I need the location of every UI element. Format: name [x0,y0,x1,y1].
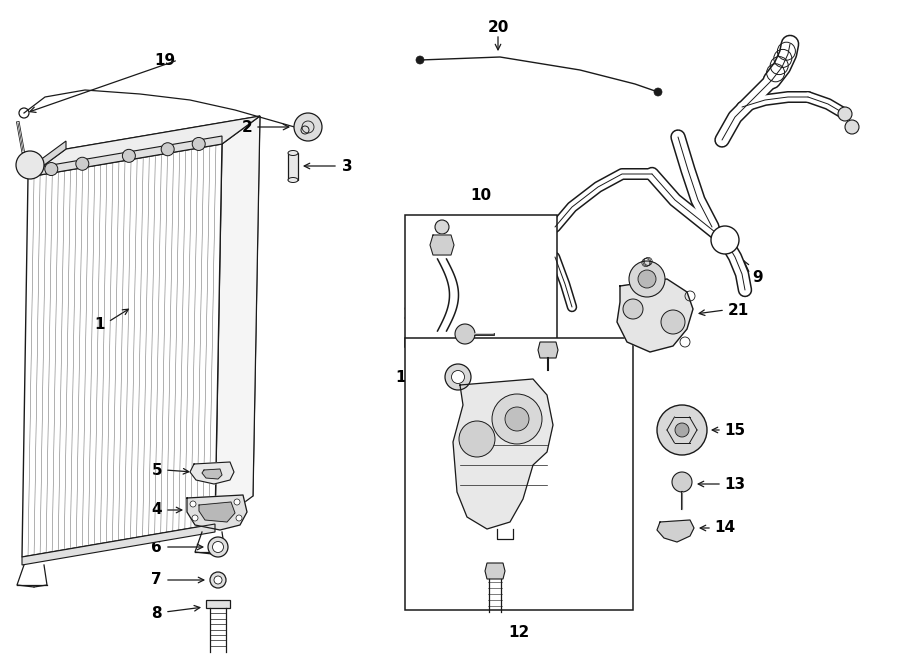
Circle shape [455,324,475,344]
Polygon shape [206,600,230,608]
Circle shape [638,270,656,288]
Circle shape [838,107,852,121]
Text: 17: 17 [395,369,416,385]
Polygon shape [215,116,260,524]
Circle shape [711,226,739,254]
Circle shape [193,138,205,150]
Ellipse shape [288,177,298,183]
Circle shape [445,364,471,390]
Polygon shape [657,520,694,542]
Circle shape [208,537,228,557]
Circle shape [16,151,44,179]
Text: 4: 4 [151,502,162,518]
Text: 19: 19 [154,52,175,68]
Polygon shape [485,563,505,579]
Polygon shape [430,235,454,255]
Text: 8: 8 [151,606,162,622]
Circle shape [236,515,242,521]
Bar [405,215,557,347]
Polygon shape [28,116,260,177]
Circle shape [845,120,859,134]
Circle shape [122,150,135,162]
Text: 2: 2 [241,120,252,134]
Polygon shape [28,141,66,177]
Circle shape [435,220,449,234]
Text: 7: 7 [151,573,162,587]
Circle shape [629,261,665,297]
Circle shape [45,163,58,175]
Polygon shape [190,462,234,484]
Polygon shape [538,342,558,358]
Polygon shape [202,469,222,479]
Circle shape [214,576,222,584]
Text: 14: 14 [714,520,735,536]
Polygon shape [22,524,215,565]
Text: 13: 13 [724,477,745,491]
Text: 11: 11 [402,307,423,322]
Text: 21: 21 [728,303,749,318]
Circle shape [661,310,685,334]
Circle shape [212,542,223,553]
Circle shape [192,515,198,521]
Text: 9: 9 [752,269,762,285]
Polygon shape [22,144,222,557]
Circle shape [234,499,240,505]
Circle shape [452,371,464,383]
Polygon shape [617,279,693,352]
Polygon shape [187,495,247,530]
Circle shape [623,299,643,319]
Circle shape [654,88,662,96]
Circle shape [294,113,322,141]
Text: 1: 1 [94,316,105,332]
Text: 10: 10 [471,188,491,203]
Circle shape [672,472,692,492]
Polygon shape [453,379,553,529]
Text: 20: 20 [487,19,508,34]
Circle shape [505,407,529,431]
Bar [405,338,633,610]
Circle shape [416,56,424,64]
Polygon shape [199,502,235,522]
Text: 12: 12 [508,625,529,640]
Polygon shape [60,116,260,529]
Circle shape [459,421,495,457]
Text: 15: 15 [724,422,745,438]
Circle shape [161,143,175,156]
Text: 16: 16 [586,342,608,357]
Circle shape [492,394,542,444]
Circle shape [190,501,196,507]
Bar [288,153,298,180]
Circle shape [210,572,226,588]
Circle shape [657,405,707,455]
Ellipse shape [288,150,298,156]
Text: 3: 3 [342,158,353,173]
Circle shape [675,423,689,437]
Text: 6: 6 [151,540,162,555]
Text: 18: 18 [533,563,554,579]
Text: 5: 5 [151,463,162,477]
Polygon shape [28,136,222,177]
Circle shape [76,158,89,170]
